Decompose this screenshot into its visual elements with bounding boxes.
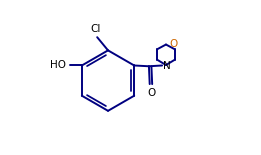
Text: O: O xyxy=(169,39,177,49)
Text: N: N xyxy=(163,61,170,71)
Text: O: O xyxy=(147,88,156,98)
Text: HO: HO xyxy=(50,60,66,71)
Text: Cl: Cl xyxy=(90,24,100,34)
